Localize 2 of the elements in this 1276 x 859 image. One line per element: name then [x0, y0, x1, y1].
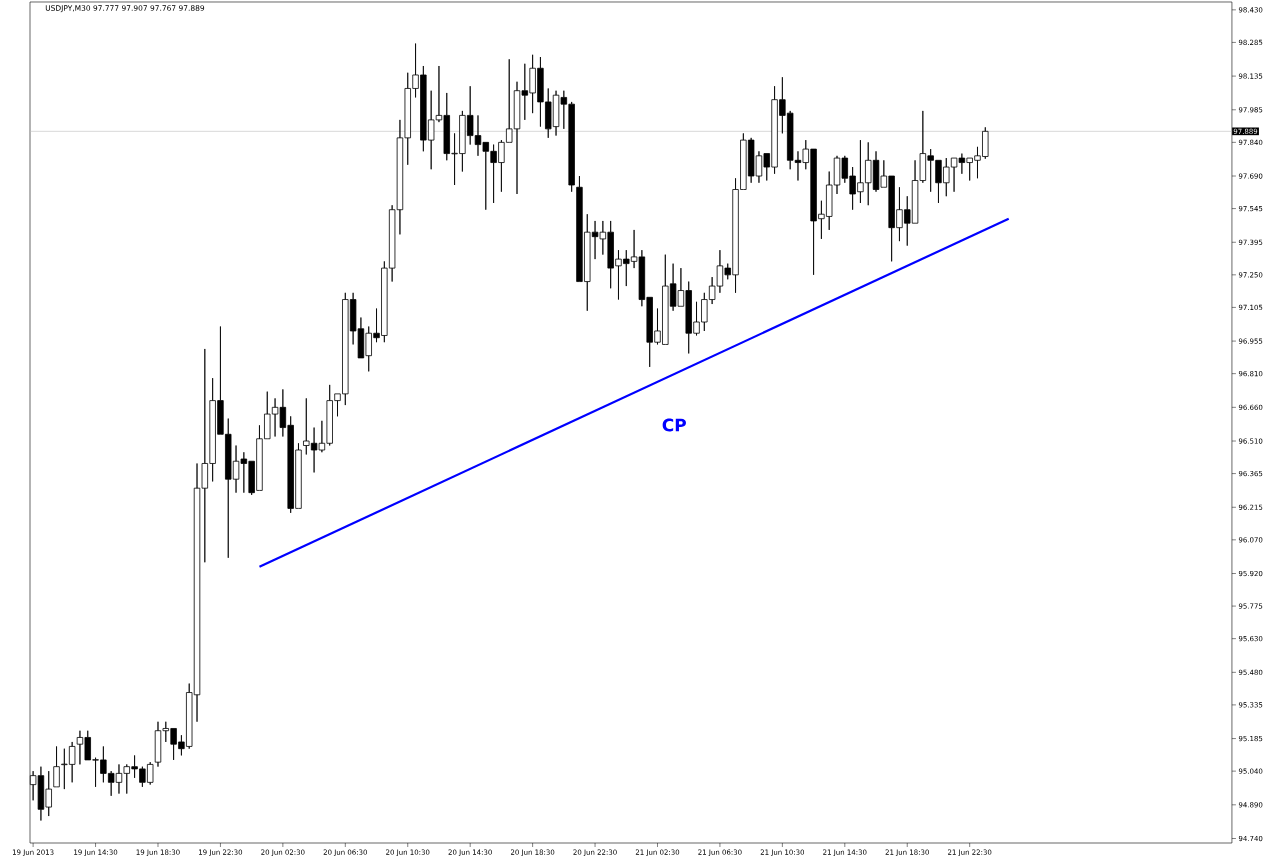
annotation: CP: [662, 418, 686, 432]
candlestick: [53, 746, 60, 788]
